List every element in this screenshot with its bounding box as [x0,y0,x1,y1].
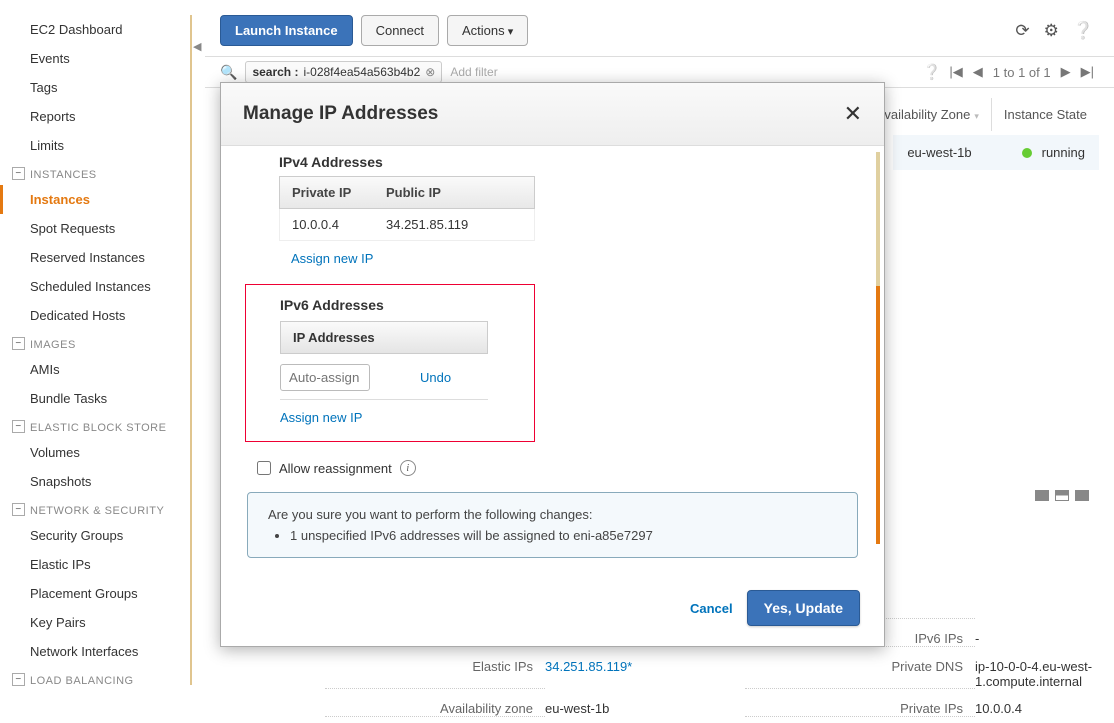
ipv6-row: Undo [280,354,488,400]
modal-footer: Cancel Yes, Update [221,570,884,646]
ipv4-table-row: 10.0.0.4 34.251.85.119 [279,209,535,241]
modal-close-icon[interactable]: ✕ [844,101,862,127]
ipv4-table: Private IP Public IP 10.0.0.4 34.251.85.… [279,176,535,270]
manage-ip-modal: Manage IP Addresses ✕ IPv4 Addresses Pri… [220,82,885,647]
ipv6-highlighted-box: IPv6 Addresses IP Addresses Undo Assign … [245,284,535,442]
modal-body: IPv4 Addresses Private IP Public IP 10.0… [221,146,884,558]
cancel-button[interactable]: Cancel [690,601,733,616]
modal-overlay: Manage IP Addresses ✕ IPv4 Addresses Pri… [0,0,1114,710]
assign-ipv4-link[interactable]: Assign new IP [279,241,373,270]
confirmation-box: Are you sure you want to perform the fol… [247,492,858,558]
yes-update-button[interactable]: Yes, Update [747,590,860,626]
cell-public-ip: 34.251.85.119 [374,209,480,240]
assign-ipv6-link[interactable]: Assign new IP [280,400,362,429]
ipv6-col-head: IP Addresses [280,321,488,354]
allow-reassign-checkbox[interactable] [257,461,271,475]
modal-title: Manage IP Addresses [243,103,438,125]
modal-header: Manage IP Addresses ✕ [221,83,884,146]
col-public-ip: Public IP [374,177,453,208]
ipv6-auto-assign-input[interactable] [280,364,370,391]
undo-link[interactable]: Undo [420,370,451,385]
ipv4-section-title: IPv4 Addresses [245,146,860,176]
ipv4-table-head: Private IP Public IP [279,176,535,209]
confirm-change-line: 1 unspecified IPv6 addresses will be ass… [290,528,837,543]
allow-reassign-row: Allow reassignment i [245,448,860,484]
cell-private-ip: 10.0.0.4 [280,209,374,240]
confirm-question: Are you sure you want to perform the fol… [268,507,837,522]
col-private-ip: Private IP [280,177,374,208]
allow-reassign-label: Allow reassignment [279,461,392,476]
scrollbar-thumb[interactable] [876,286,880,544]
info-icon[interactable]: i [400,460,416,476]
ipv6-section-title: IPv6 Addresses [280,297,514,321]
